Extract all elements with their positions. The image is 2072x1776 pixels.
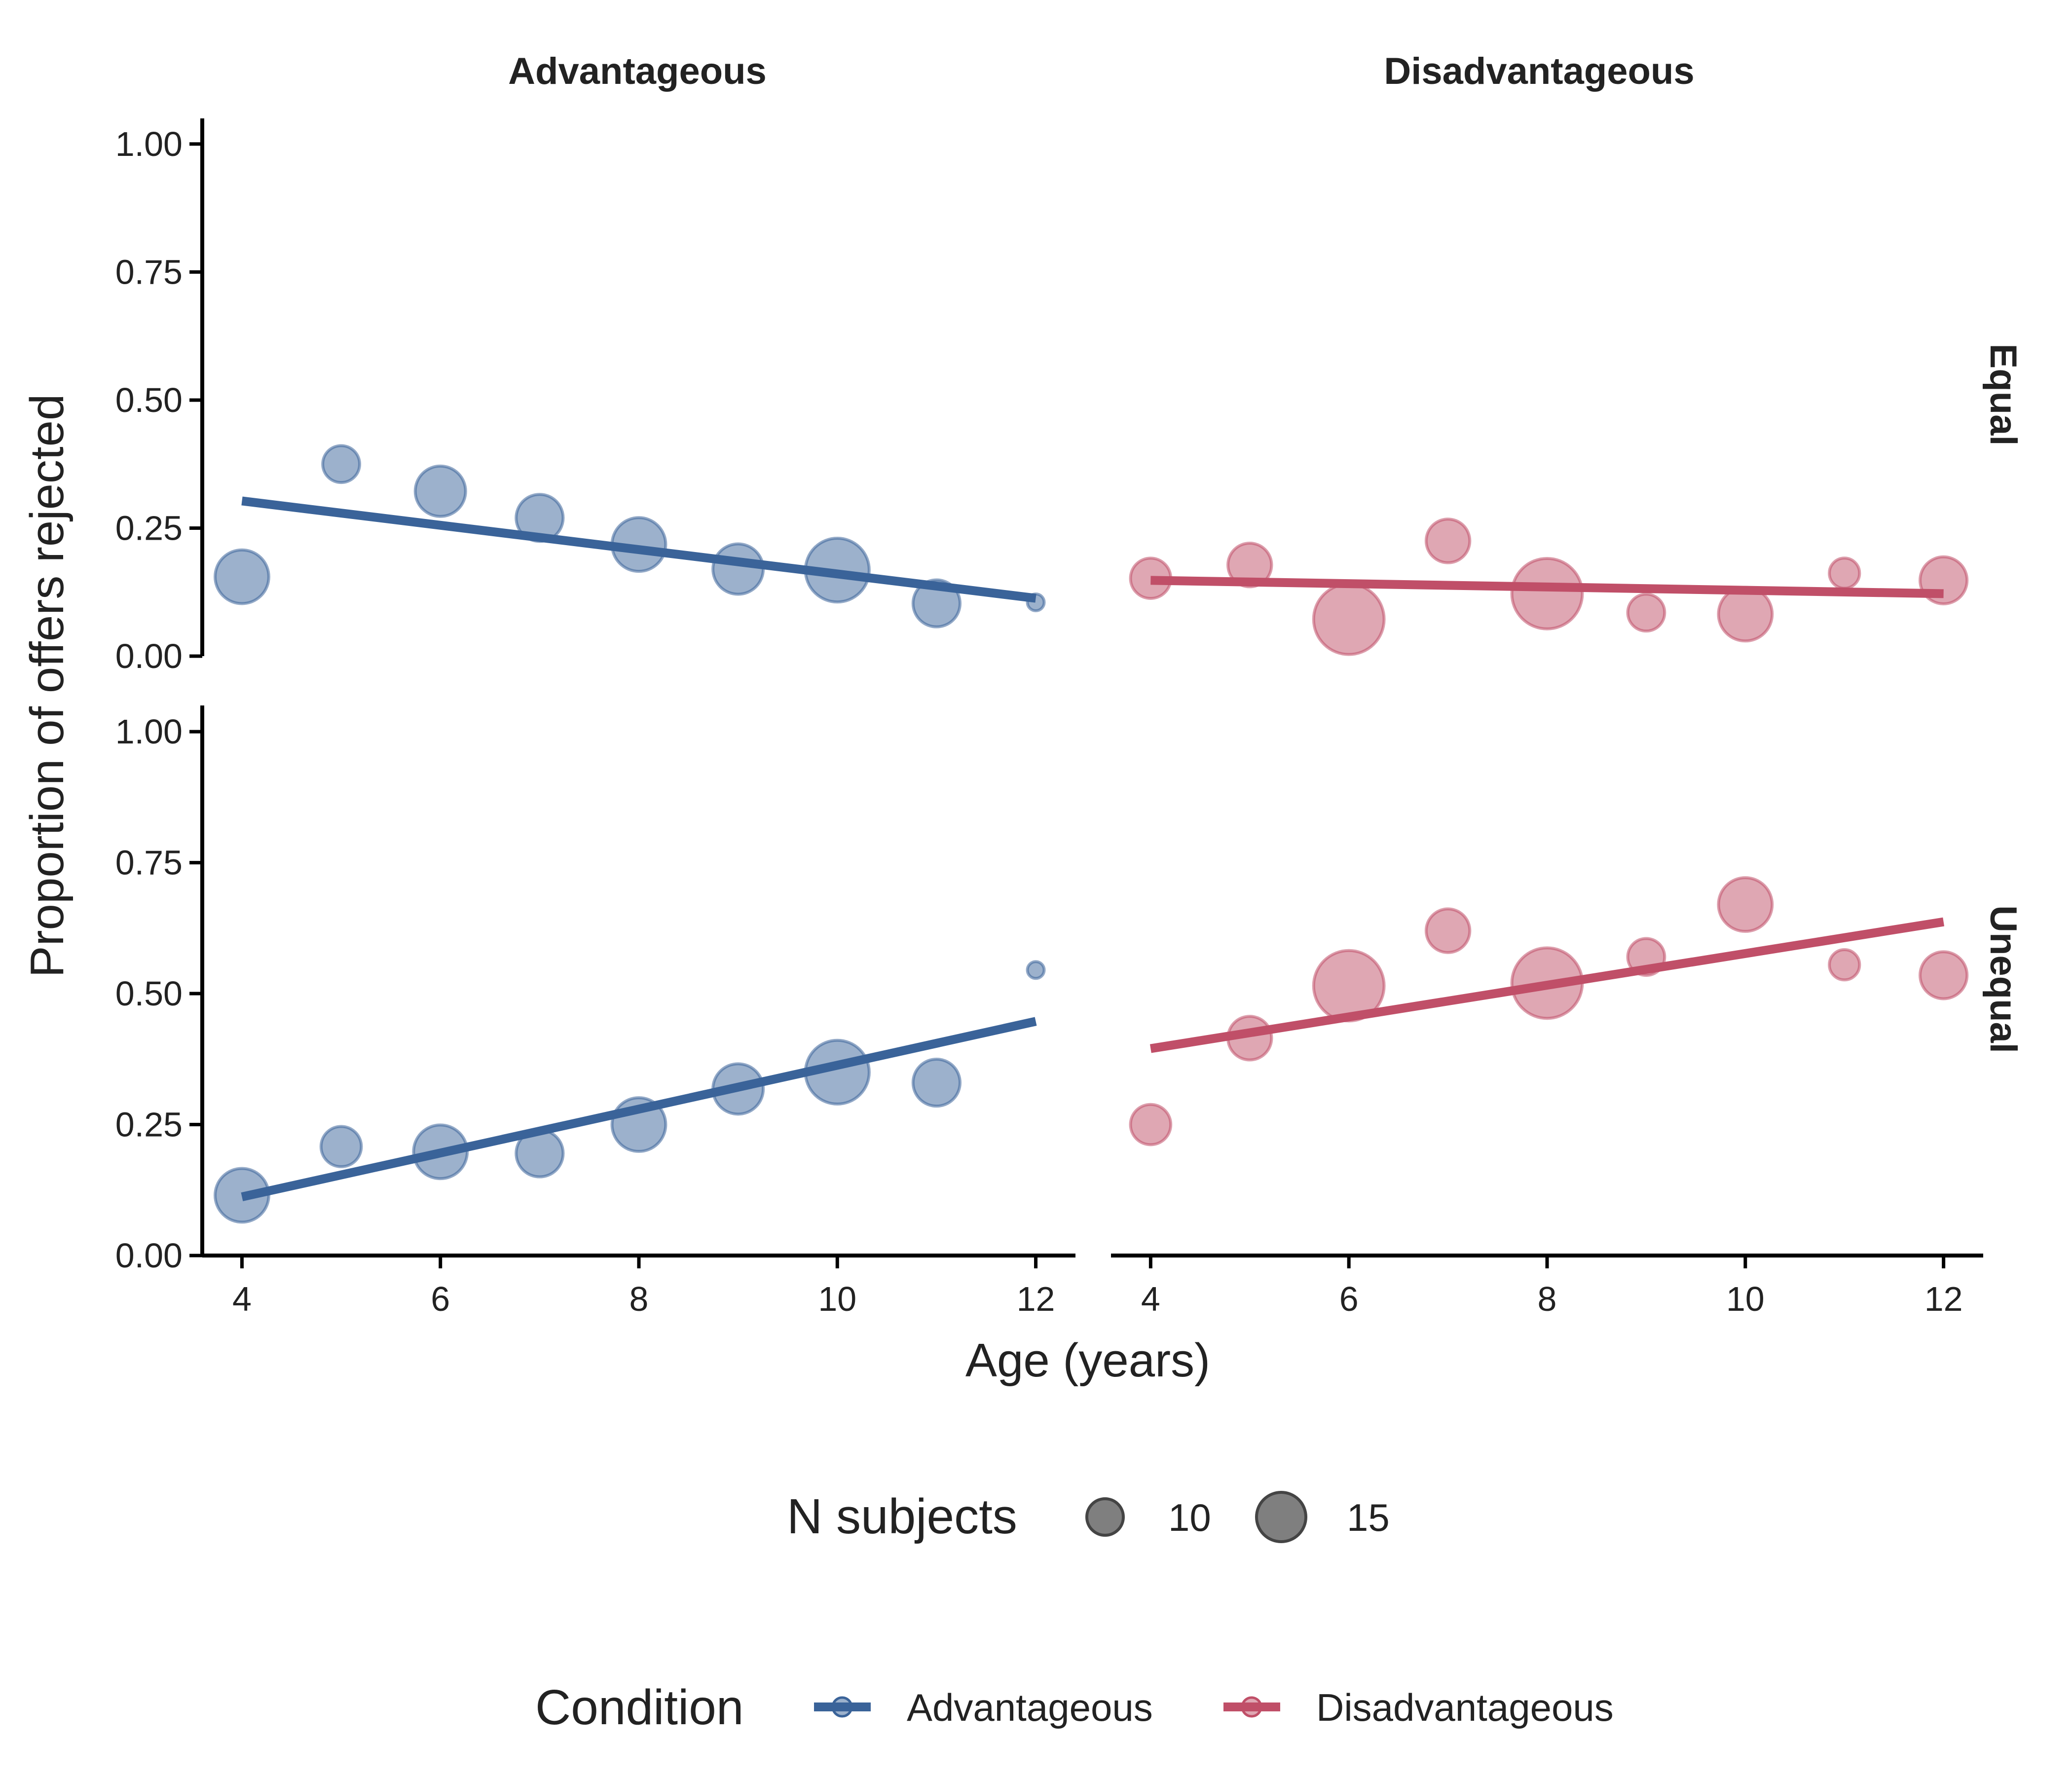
legend-label-advantageous: Advantageous — [907, 1686, 1153, 1729]
legend-key-point-advantageous — [831, 1696, 853, 1718]
x-axis-title: Age (years) — [965, 1334, 1210, 1387]
x-tick-label: 12 — [1017, 1280, 1055, 1318]
data-point — [1226, 542, 1273, 589]
panel-advantageous-unequal — [214, 960, 1046, 1224]
legend-label-disadvantageous: Disadvantageous — [1316, 1686, 1614, 1729]
data-point — [1510, 556, 1584, 630]
data-point — [911, 1057, 962, 1108]
color-legend: Condition Advantageous Disadvantageous — [535, 1680, 1614, 1735]
strip-label-unequal: Unequal — [1982, 905, 2024, 1053]
strip-label-disadvantageous: Disadvantageous — [1384, 50, 1694, 92]
panels-group — [214, 444, 1969, 1224]
data-point — [1424, 907, 1472, 954]
size-legend-label-15: 15 — [1347, 1496, 1390, 1539]
x-tick-label: 6 — [431, 1280, 450, 1318]
y-tick-label: 0.75 — [115, 253, 183, 291]
size-legend-label-10: 10 — [1168, 1496, 1211, 1539]
data-point — [321, 444, 361, 484]
y-tick-label: 1.00 — [115, 125, 183, 163]
panel-disadvantageous-unequal — [1129, 876, 1969, 1147]
y-tick-label: 0.25 — [115, 1106, 183, 1144]
data-point — [711, 542, 765, 596]
size-legend: N subjects 10 15 — [787, 1489, 1390, 1544]
y-tick-label: 0.50 — [115, 974, 183, 1013]
y-tick-label: 0.25 — [115, 509, 183, 547]
panel-advantageous-equal — [214, 444, 1046, 629]
strip-label-advantageous: Advantageous — [508, 50, 767, 92]
data-point — [1919, 950, 1969, 1000]
x-tick-label: 10 — [818, 1280, 856, 1318]
data-point — [1129, 1103, 1173, 1147]
data-point — [1312, 582, 1386, 656]
data-point — [1828, 948, 1861, 982]
data-point — [1828, 556, 1861, 590]
fit-line — [241, 1017, 1037, 1201]
legend-key-point-disadvantageous — [1241, 1696, 1262, 1718]
x-tick-label: 4 — [1141, 1280, 1160, 1318]
x-tick-label: 4 — [232, 1280, 252, 1318]
y-tick-label: 0.75 — [115, 844, 183, 882]
x-tick-label: 8 — [1538, 1280, 1557, 1318]
data-point — [1717, 876, 1774, 933]
data-point — [413, 464, 467, 518]
y-tick-label: 1.00 — [115, 712, 183, 751]
data-point — [319, 1125, 363, 1168]
data-point — [214, 548, 270, 605]
strip-label-equal: Equal — [1982, 344, 2024, 446]
data-point — [1717, 586, 1774, 643]
fit-line — [241, 496, 1036, 603]
x-tick-label: 6 — [1339, 1280, 1359, 1318]
fit-line — [1150, 576, 1944, 598]
size-legend-key-15 — [1255, 1491, 1307, 1543]
x-tick-label: 8 — [629, 1280, 649, 1318]
data-point — [1026, 960, 1046, 980]
y-axis-title: Proportion of offers rejected — [21, 394, 74, 978]
fit-line — [1149, 917, 1945, 1053]
data-point — [1424, 518, 1472, 564]
y-tick-label: 0.00 — [115, 1236, 183, 1275]
size-legend-key-10 — [1085, 1497, 1125, 1537]
size-legend-title: N subjects — [787, 1489, 1017, 1544]
x-tick-label: 12 — [1924, 1280, 1963, 1318]
y-tick-label: 0.00 — [115, 637, 183, 675]
panel-disadvantageous-equal — [1129, 518, 1969, 656]
y-tick-label: 0.50 — [115, 381, 183, 419]
x-tick-label: 10 — [1726, 1280, 1765, 1318]
axes-group: 0.00 0.25 0.50 0.75 1.00 0.00 0.25 0.50 0.75 1.00… — [115, 118, 1983, 1318]
data-point — [1626, 592, 1666, 633]
color-legend-title: Condition — [535, 1680, 744, 1735]
